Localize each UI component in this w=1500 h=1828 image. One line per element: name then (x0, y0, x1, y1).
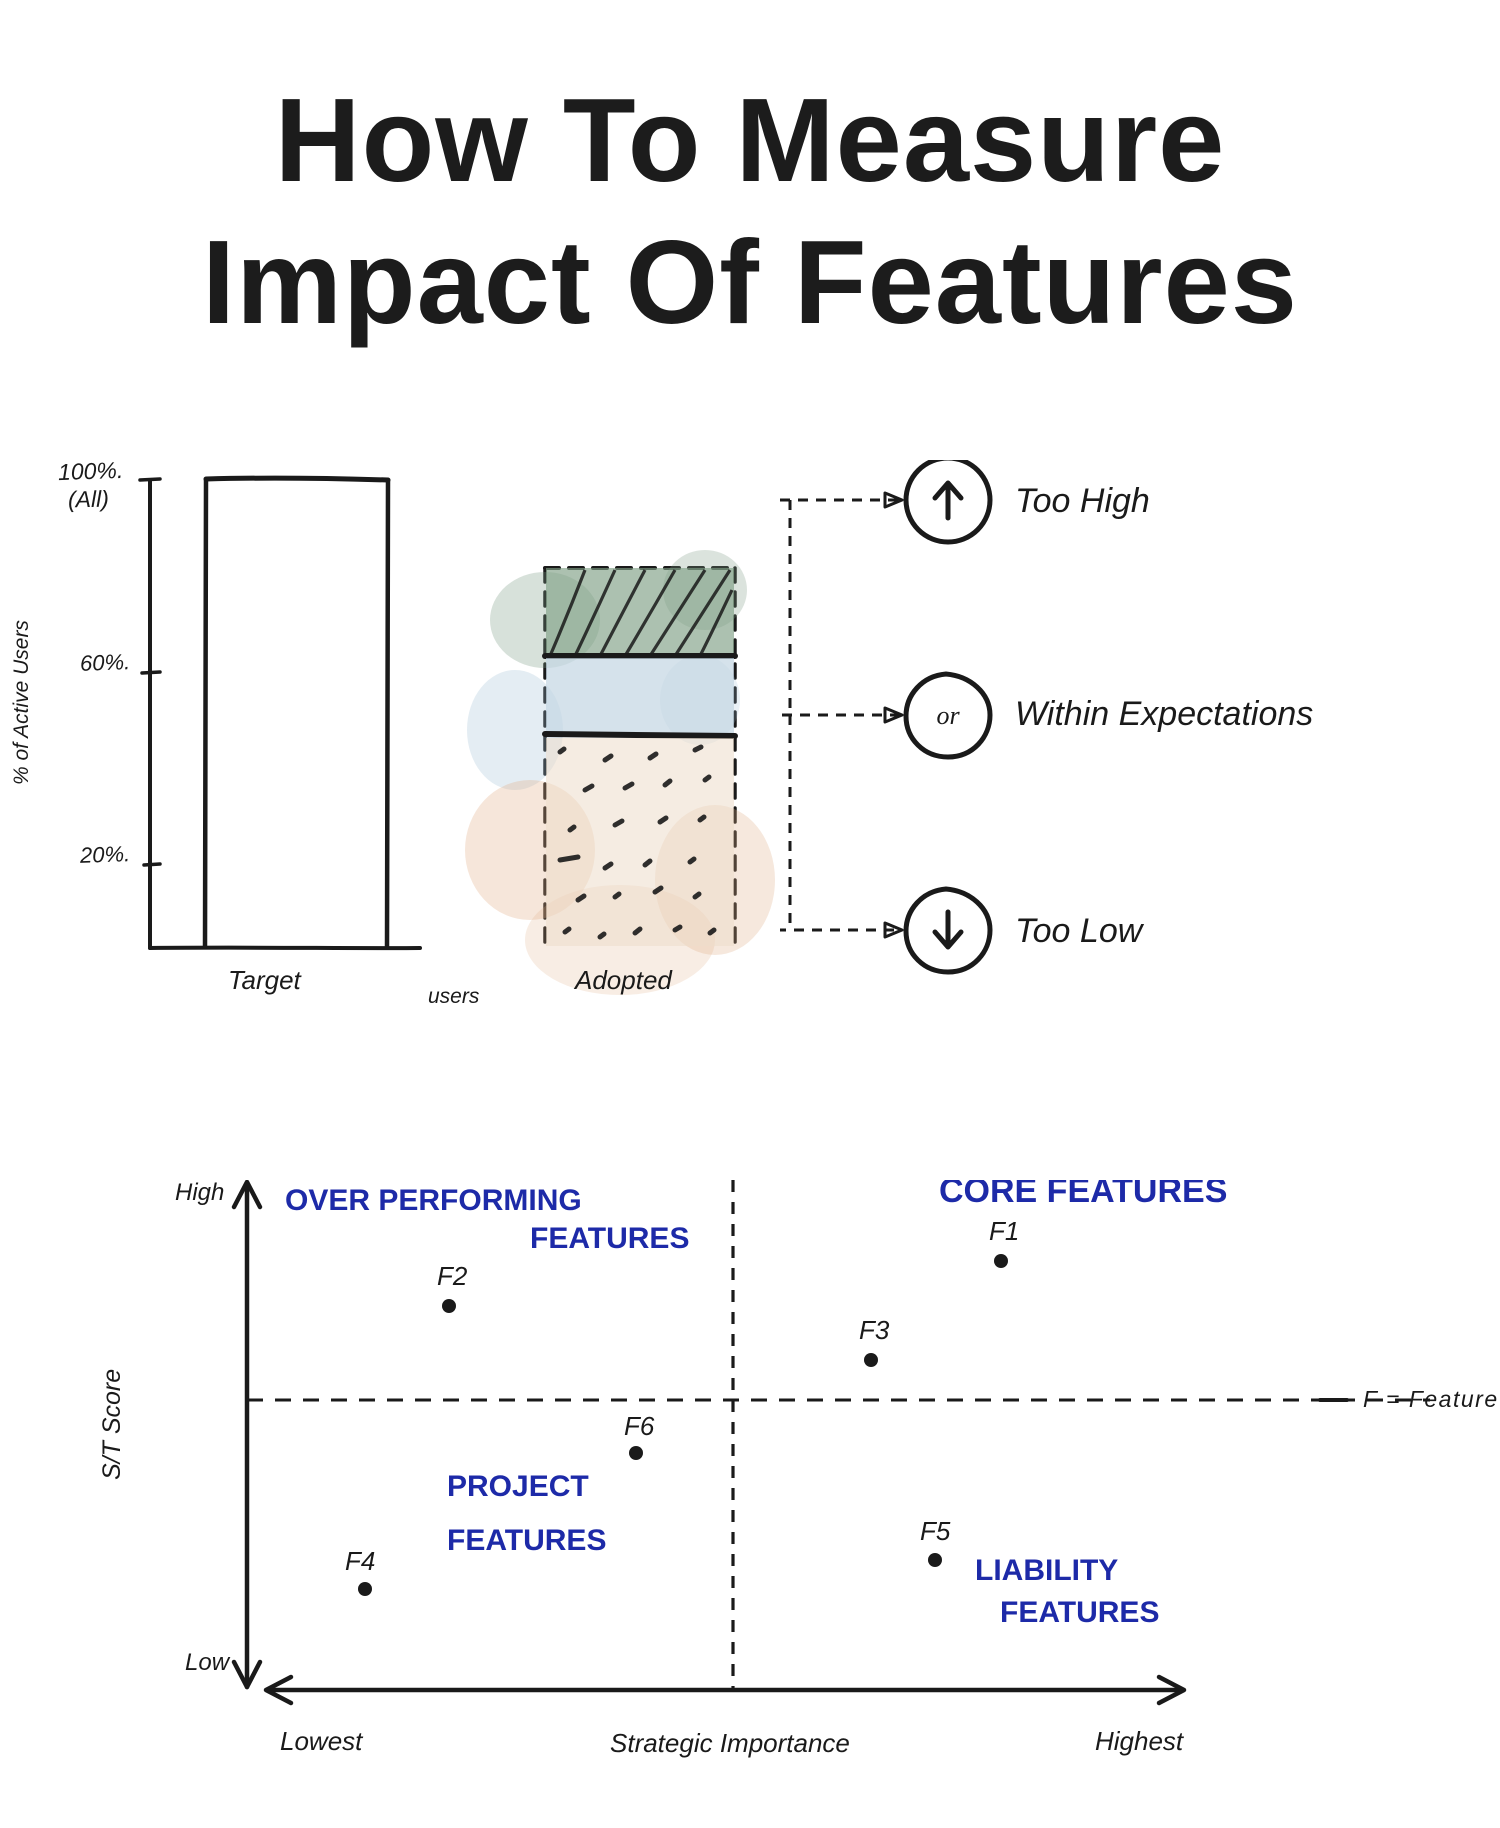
svg-text:Lowest: Lowest (280, 1726, 364, 1756)
svg-text:F = Feature: F = Feature (1363, 1386, 1499, 1412)
svg-text:Within Expectations: Within Expectations (1015, 695, 1313, 733)
svg-text:FEATURES: FEATURES (530, 1222, 689, 1255)
svg-text:CORE FEATURES: CORE FEATURES (939, 1180, 1227, 1210)
svg-text:F3: F3 (859, 1315, 890, 1345)
svg-text:FEATURES: FEATURES (1000, 1596, 1159, 1629)
svg-text:LIABILITY: LIABILITY (975, 1554, 1118, 1587)
svg-text:F1: F1 (989, 1216, 1019, 1246)
svg-text:OVER PERFORMING: OVER PERFORMING (285, 1184, 582, 1217)
svg-text:Too Low: Too Low (1015, 912, 1145, 950)
svg-text:FEATURES: FEATURES (447, 1524, 606, 1557)
svg-text:Strategic Importance: Strategic Importance (610, 1728, 850, 1758)
svg-text:Low: Low (185, 1649, 231, 1676)
svg-text:High: High (175, 1180, 224, 1206)
svg-text:F5: F5 (920, 1516, 951, 1546)
svg-text:F2: F2 (437, 1261, 468, 1291)
svg-text:Highest: Highest (1095, 1726, 1185, 1756)
svg-text:Too High: Too High (1015, 482, 1150, 520)
svg-text:or: or (936, 701, 960, 730)
svg-text:F4: F4 (345, 1546, 375, 1576)
svg-text:PROJECT: PROJECT (447, 1470, 589, 1503)
svg-text:F6: F6 (624, 1411, 655, 1441)
svg-text:S/T Score: S/T Score (98, 1369, 126, 1480)
